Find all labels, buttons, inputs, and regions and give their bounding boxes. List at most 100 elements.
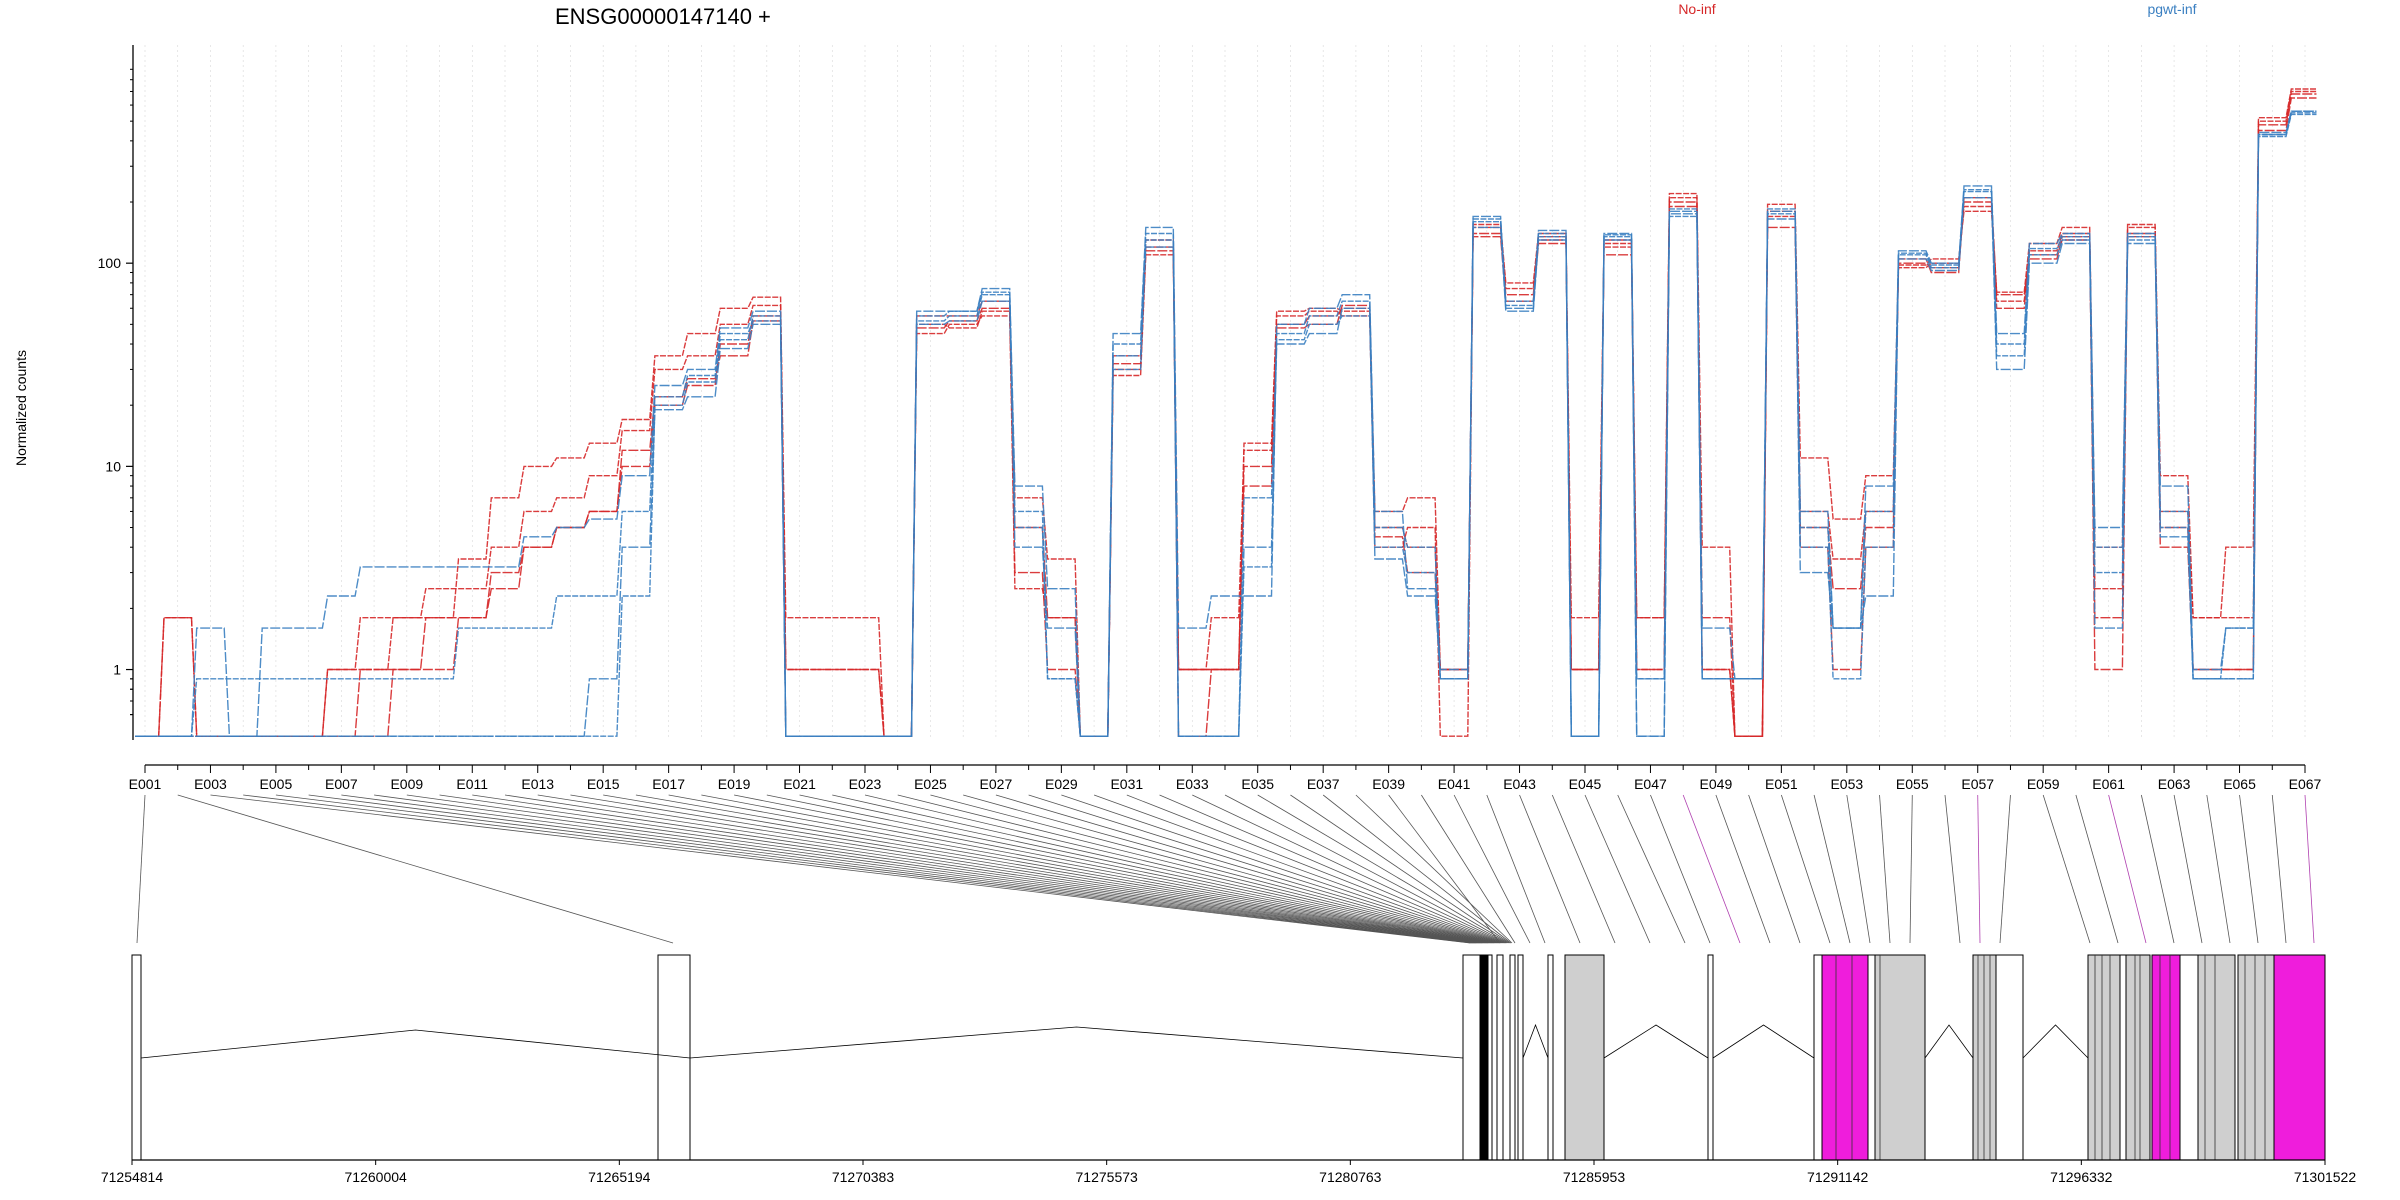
connector-line [275,794,1473,944]
connector-line [1780,794,1831,944]
series-line-4 [135,90,2317,737]
connector-line [1061,794,1502,944]
connector-line [1486,794,1546,944]
coordinate-tick-label: 71270383 [832,1169,895,1185]
exon-label: E059 [2027,776,2060,792]
connector-line [668,794,1487,944]
connector-line [2108,794,2147,944]
connector-line [1224,794,1508,944]
connector-line [136,794,146,944]
connector-line [2304,794,2315,944]
exon-label: E027 [980,776,1013,792]
connector-line [1650,794,1711,944]
connector-line [1999,794,2011,944]
connector-line [570,794,1484,944]
connector-line [1421,794,1516,944]
exon-label: E067 [2289,776,2322,792]
connector-line [864,794,1495,944]
exon-label: E047 [1634,776,1667,792]
exon-block-4 [1479,954,1489,1161]
legend-no-inf: No-inf [1678,1,1715,17]
connector-line [1126,794,1504,944]
connector-line [2239,794,2259,944]
coordinate-tick-label: 71291142 [1807,1169,1868,1185]
connector-line [995,794,1499,944]
exon-label: E061 [2092,776,2125,792]
connector-line [1977,794,1981,944]
series-line-7 [135,110,2317,737]
connector-line [1617,794,1686,944]
connector-line [799,794,1492,944]
exon-label: E041 [1438,776,1471,792]
connector-line [2206,794,2231,944]
exon-block-16 [1972,954,1997,1161]
exon-block-23 [2197,954,2236,1161]
intron-arc-6 [1924,1024,1974,1059]
exon-label: E037 [1307,776,1340,792]
exon-label: E065 [2223,776,2256,792]
coordinate-tick-label: 71260004 [345,1169,408,1185]
connector-line [374,794,1477,944]
connector-line [701,794,1489,944]
connector-line [1584,794,1651,944]
exon-label: E063 [2158,776,2191,792]
connector-line [1909,794,1913,944]
intron-arc-5 [1712,1024,1815,1059]
exon-block-22 [2179,954,2199,1161]
connector-line [1290,794,1510,944]
exon-block-8 [1517,954,1524,1161]
intron-arc-1 [140,1029,691,1059]
intron-arc-2 [689,1026,1464,1059]
exon-block-12 [1813,954,1823,1161]
exon-label: E021 [783,776,816,792]
connector-line [1715,794,1771,944]
exon-block-18 [2087,954,2121,1161]
exon-label: E025 [914,776,947,792]
connector-line [1388,794,1501,944]
connector-line [2173,794,2203,944]
exon-label: E035 [1241,776,1274,792]
legend-pgwt-inf: pgwt-inf [2147,1,2196,17]
exon-block-1 [131,954,142,1161]
connector-line [406,794,1478,944]
connector-line [603,794,1485,944]
y-tick-label: 100 [98,255,122,271]
exon-block-21 [2151,954,2181,1161]
exon-label: E029 [1045,776,1078,792]
connector-line [734,794,1490,944]
connector-line [341,794,1475,944]
exon-block-3 [1462,954,1481,1161]
connector-line [766,794,1491,944]
connector-line [1192,794,1507,944]
exon-label: E049 [1700,776,1733,792]
connector-line [832,794,1493,944]
series-line-2 [135,88,2317,737]
y-tick-label: 1 [113,662,121,678]
connector-line [472,794,1480,944]
connector-line [1551,794,1616,944]
exon-label: E011 [456,776,488,792]
connector-line [963,794,1498,944]
connector-line [177,794,674,944]
exon-label: E015 [587,776,620,792]
exon-block-20 [2125,954,2151,1161]
exon-block-17 [1995,954,2024,1161]
genomic-coordinate-axis: 71254814 71260004 71265194 71270383 71275573… [101,1159,2356,1185]
exon-block-9 [1547,954,1554,1161]
coordinate-tick-label: 71254814 [101,1169,164,1185]
connector-line [1748,794,1801,944]
series-line-6 [135,113,2317,737]
series-line-5 [135,110,2317,737]
connector-line [1813,794,1851,944]
connector-line [1879,794,1891,944]
exon-label: E057 [1961,776,1994,792]
exon-block-19 [2119,954,2127,1161]
connector-line [1093,794,1503,944]
intron-arc-4 [1603,1024,1709,1059]
exon-label: E017 [652,776,685,792]
chart-title: ENSG00000147140 + [555,4,771,29]
exon-label: E007 [325,776,358,792]
connector-line [897,794,1496,944]
coordinate-tick-label: 71265194 [588,1169,651,1185]
